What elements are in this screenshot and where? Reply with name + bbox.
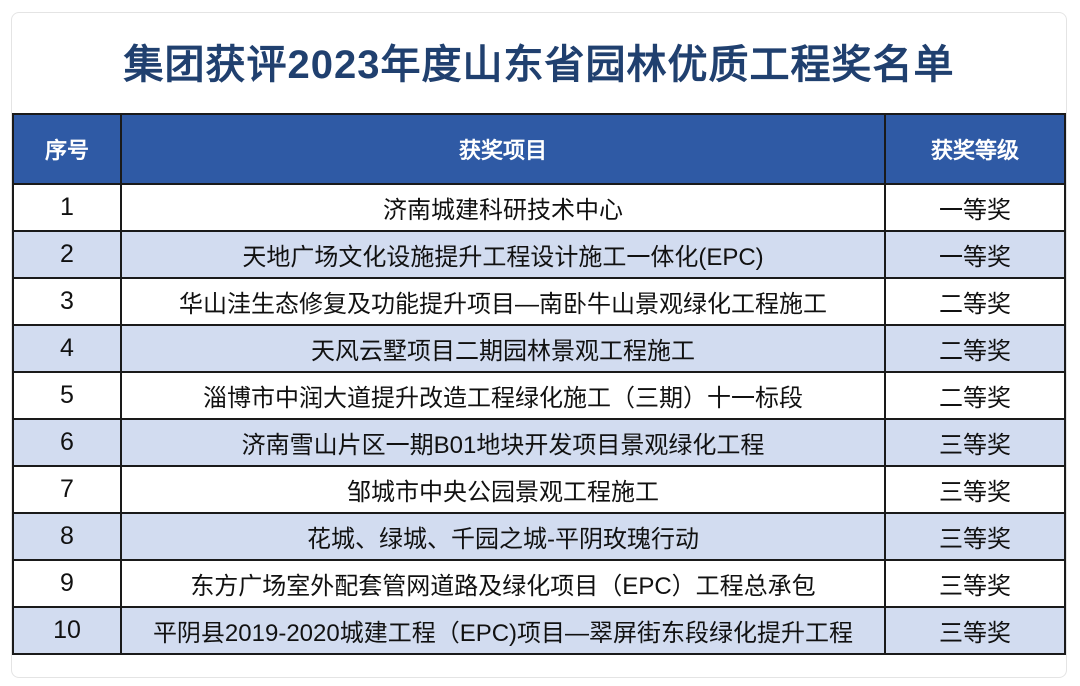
row-number-cell: 6 [12, 418, 122, 467]
row-number-cell: 1 [12, 183, 122, 232]
award-table-body: 1 济南城建科研技术中心 一等奖 2 天地广场文化设施提升工程设计施工一体化(EPC) 一… [12, 183, 1066, 655]
project-name-cell: 邹城市中央公园景观工程施工 [120, 465, 886, 514]
table-row: 2 天地广场文化设施提升工程设计施工一体化(EPC) 一等奖 [12, 230, 1066, 279]
table-row: 4 天风云墅项目二期园林景观工程施工 二等奖 [12, 324, 1066, 373]
award-level-cell: 一等奖 [884, 230, 1066, 279]
project-name-cell: 平阴县2019-2020城建工程（EPC)项目—翠屏街东段绿化提升工程 [120, 606, 886, 655]
row-number-cell: 7 [12, 465, 122, 514]
award-level-cell: 三等奖 [884, 465, 1066, 514]
table-row: 9 东方广场室外配套管网道路及绿化项目（EPC）工程总承包 三等奖 [12, 559, 1066, 608]
row-number-cell: 10 [12, 606, 122, 655]
row-number-cell: 3 [12, 277, 122, 326]
row-number-cell: 9 [12, 559, 122, 608]
award-table: 序号 获奖项目 获奖等级 1 济南城建科研技术中心 一等奖 2 天地广场文化设施提升工程… [12, 113, 1066, 655]
award-level-cell: 二等奖 [884, 371, 1066, 420]
project-name-cell: 天地广场文化设施提升工程设计施工一体化(EPC) [120, 230, 886, 279]
award-level-cell: 二等奖 [884, 277, 1066, 326]
award-table-header: 序号 获奖项目 获奖等级 [12, 113, 1066, 185]
project-name-cell: 济南城建科研技术中心 [120, 183, 886, 232]
project-name-cell: 东方广场室外配套管网道路及绿化项目（EPC）工程总承包 [120, 559, 886, 608]
project-name-cell: 济南雪山片区一期B01地块开发项目景观绿化工程 [120, 418, 886, 467]
column-header-project: 获奖项目 [120, 113, 886, 185]
table-row: 5 淄博市中润大道提升改造工程绿化施工（三期）十一标段 二等奖 [12, 371, 1066, 420]
project-name-cell: 华山洼生态修复及功能提升项目—南卧牛山景观绿化工程施工 [120, 277, 886, 326]
column-header-no: 序号 [12, 113, 122, 185]
header-row: 序号 获奖项目 获奖等级 [12, 113, 1066, 185]
award-level-cell: 二等奖 [884, 324, 1066, 373]
award-level-cell: 三等奖 [884, 418, 1066, 467]
award-level-cell: 一等奖 [884, 183, 1066, 232]
row-number-cell: 2 [12, 230, 122, 279]
project-name-cell: 花城、绿城、千园之城-平阴玫瑰行动 [120, 512, 886, 561]
table-row: 1 济南城建科研技术中心 一等奖 [12, 183, 1066, 232]
table-row: 10 平阴县2019-2020城建工程（EPC)项目—翠屏街东段绿化提升工程 三等奖 [12, 606, 1066, 655]
award-level-cell: 三等奖 [884, 606, 1066, 655]
row-number-cell: 5 [12, 371, 122, 420]
award-level-cell: 三等奖 [884, 512, 1066, 561]
page-title: 集团获评2023年度山东省园林优质工程奖名单 [123, 43, 955, 87]
column-header-level: 获奖等级 [884, 113, 1066, 185]
award-level-cell: 三等奖 [884, 559, 1066, 608]
row-number-cell: 4 [12, 324, 122, 373]
project-name-cell: 淄博市中润大道提升改造工程绿化施工（三期）十一标段 [120, 371, 886, 420]
content-card: 集团获评2023年度山东省园林优质工程奖名单 序号 获奖项目 获奖等级 1 济南城… [11, 12, 1067, 678]
table-row: 7 邹城市中央公园景观工程施工 三等奖 [12, 465, 1066, 514]
table-row: 8 花城、绿城、千园之城-平阴玫瑰行动 三等奖 [12, 512, 1066, 561]
row-number-cell: 8 [12, 512, 122, 561]
project-name-cell: 天风云墅项目二期园林景观工程施工 [120, 324, 886, 373]
table-row: 3 华山洼生态修复及功能提升项目—南卧牛山景观绿化工程施工 二等奖 [12, 277, 1066, 326]
table-row: 6 济南雪山片区一期B01地块开发项目景观绿化工程 三等奖 [12, 418, 1066, 467]
